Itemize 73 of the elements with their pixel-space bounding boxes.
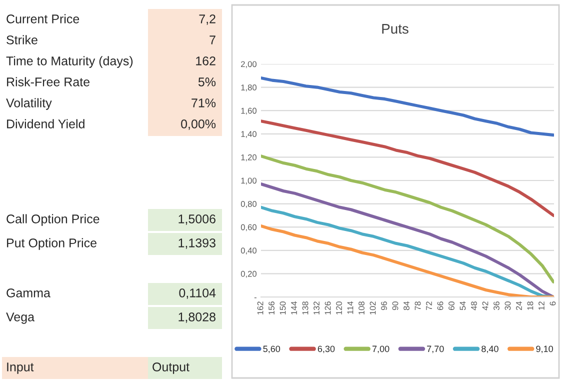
text: Input (7, 362, 34, 374)
line-series (261, 76, 554, 137)
line-series (261, 182, 554, 297)
y-tick-label: 0,80 (240, 201, 257, 208)
x-tick-label: 30 (504, 301, 511, 310)
line-series (261, 120, 554, 217)
text: Output (152, 362, 190, 374)
legend-label: 5,60 (263, 346, 280, 354)
text: Gamma (6, 288, 50, 298)
text: Risk-Free Rate (7, 77, 90, 86)
y-tick-label: 1,20 (241, 154, 257, 162)
text: Dividend Yield (7, 119, 84, 128)
legend-label: 7,70 (427, 346, 444, 354)
text: 162 (196, 56, 216, 66)
x-tick-label: 102 (370, 302, 376, 314)
text: Put Option Price (7, 238, 96, 250)
x-tick-label: 66 (437, 302, 444, 310)
line-series (261, 206, 554, 297)
x-tick-label: 18 (527, 302, 534, 310)
line-series (261, 154, 554, 284)
line-series (261, 224, 554, 297)
text: 5% (198, 78, 216, 86)
text: 1,8028 (178, 312, 216, 323)
y-tick-label: 1,00 (241, 178, 257, 185)
text: 0,1104 (179, 288, 216, 299)
x-tick-label: 114 (347, 301, 354, 314)
text: Vega (6, 312, 35, 324)
y-tick-label: 0,20 (240, 270, 257, 278)
chart-title: Puts (382, 24, 408, 34)
text: Current Price (6, 14, 80, 24)
x-tick-label: 156 (268, 302, 274, 314)
y-tick-label: 1,60 (241, 108, 257, 115)
x-tick-label: 138 (302, 302, 308, 314)
x-tick-label: 54 (460, 301, 466, 310)
x-tick-label: 60 (448, 301, 454, 310)
x-tick-label: 90 (392, 301, 398, 310)
x-tick-label: 96 (381, 302, 387, 310)
text: Time to Maturity (days) (6, 56, 133, 68)
x-tick-label: 6 (550, 302, 556, 306)
text: 7 (210, 36, 216, 44)
x-tick-label: 72 (426, 302, 432, 310)
legend-label: 8,40 (482, 346, 498, 354)
x-tick-label: 144 (291, 301, 297, 314)
y-tick-label: 1,40 (241, 131, 257, 138)
x-tick-label: 132 (314, 302, 320, 314)
text: 71% (192, 98, 216, 108)
text: Volatility (6, 98, 52, 110)
y-tick-label: 0,40 (240, 248, 257, 254)
text: 1,1393 (178, 238, 216, 249)
x-tick-label: 12 (538, 302, 544, 310)
legend-label: 7,00 (372, 346, 390, 354)
text: 1,5006 (178, 214, 216, 225)
x-tick-label: 150 (280, 301, 286, 314)
text: Strike (6, 35, 38, 44)
x-tick-label: 120 (336, 301, 342, 314)
y-tick-label: 0,60 (240, 224, 257, 232)
x-tick-label: 162 (257, 302, 264, 314)
x-tick-label: 42 (482, 302, 488, 310)
legend-label: 6,30 (318, 346, 335, 354)
legend-label: 9,10 (536, 346, 553, 354)
y-tick-label: 1,80 (241, 84, 257, 92)
y-tick-label: 2,00 (241, 61, 257, 68)
x-tick-label: 24 (516, 301, 522, 310)
text: 0,00% (181, 120, 216, 130)
text: 7,2 (199, 14, 216, 25)
x-tick-label: 108 (358, 302, 364, 314)
x-tick-label: 36 (494, 302, 500, 310)
y-tick-label: - (254, 297, 256, 298)
x-tick-label: 78 (414, 302, 421, 310)
x-tick-label: 48 (471, 302, 477, 310)
text: Call Option Price (6, 214, 100, 226)
x-tick-label: 126 (324, 302, 331, 314)
x-tick-label: 84 (404, 301, 410, 310)
